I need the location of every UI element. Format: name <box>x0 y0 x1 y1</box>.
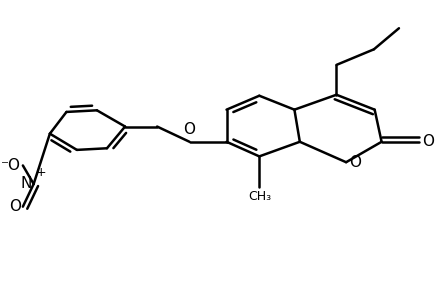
Text: O: O <box>349 155 361 170</box>
Text: ⁻O: ⁻O <box>1 158 21 173</box>
Text: O: O <box>422 134 434 149</box>
Text: O: O <box>184 122 195 137</box>
Text: O: O <box>9 199 21 214</box>
Text: +: + <box>36 166 46 179</box>
Text: CH₃: CH₃ <box>248 190 271 203</box>
Text: N: N <box>20 176 32 192</box>
